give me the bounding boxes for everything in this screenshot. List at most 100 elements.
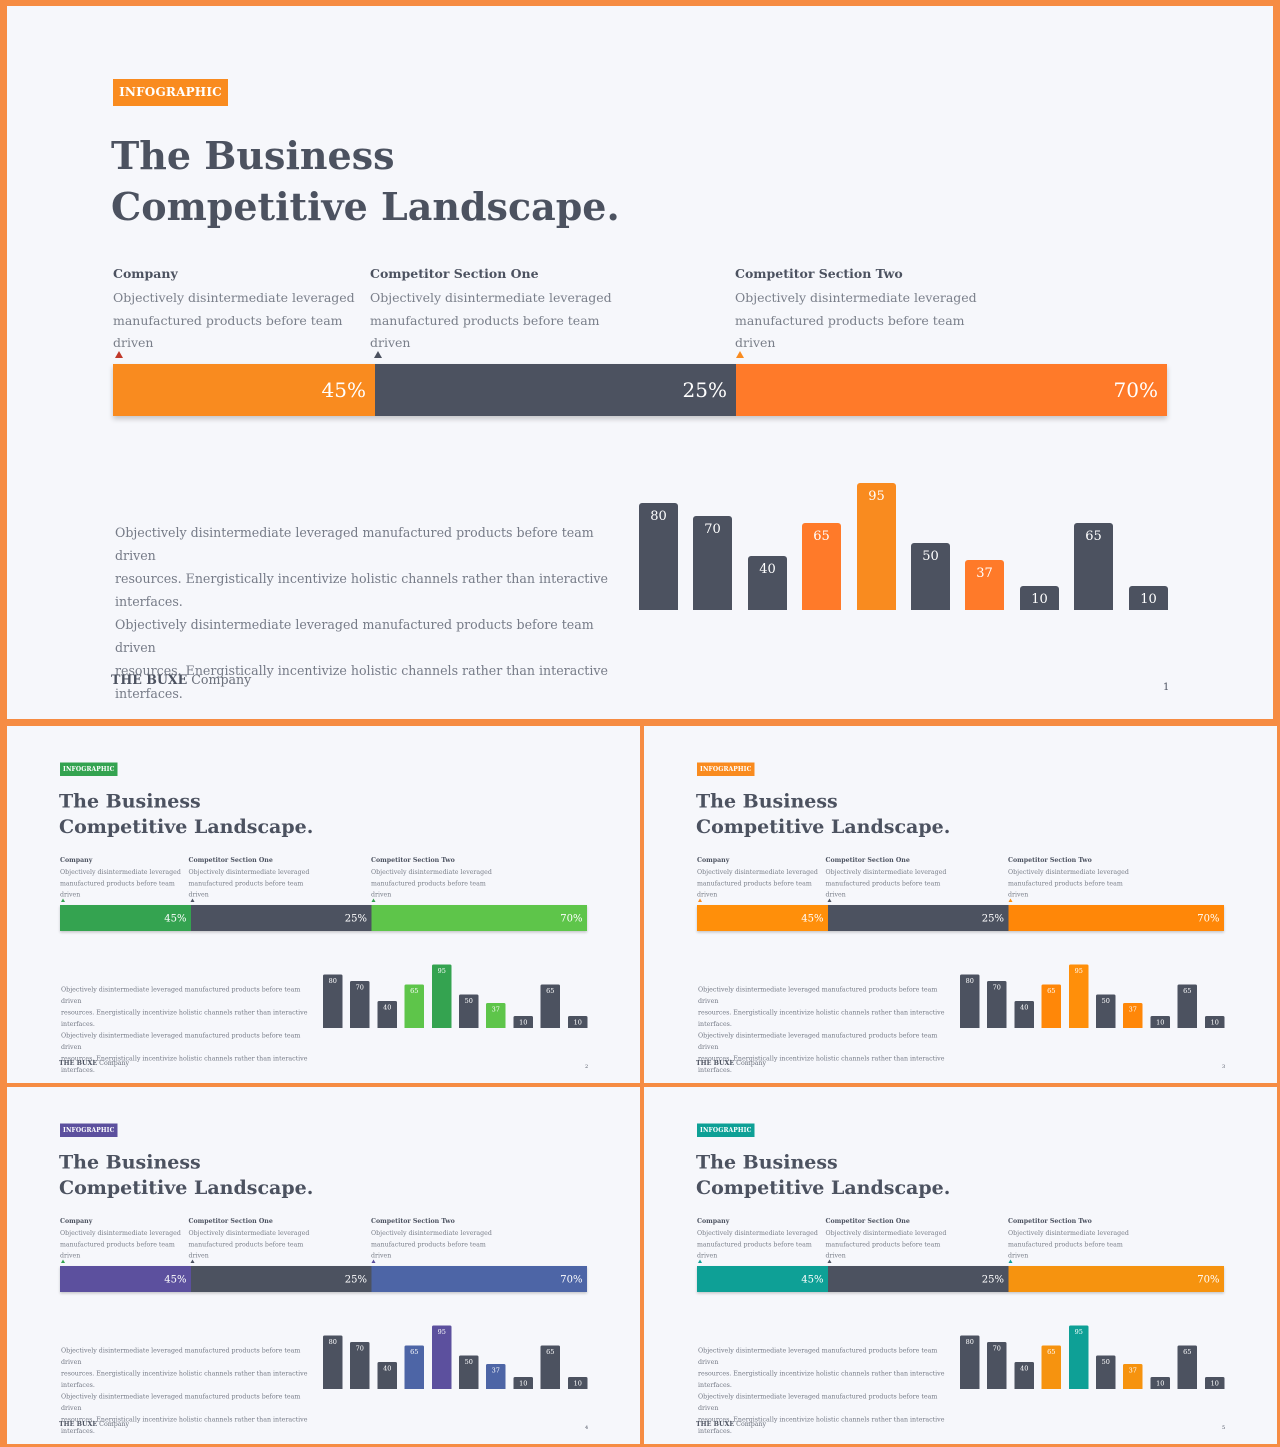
- chart-bar: 80: [323, 974, 343, 1028]
- chart-bar-label: 95: [437, 967, 446, 976]
- body-line: resources. Energistically incentivize ho…: [61, 1415, 308, 1435]
- bar-chart: 80 70 40 65 95 50 37 10 65 10: [323, 961, 588, 1028]
- progress-label: 45%: [164, 1273, 187, 1285]
- column-text: Objectively disintermediate leveraged ma…: [60, 867, 185, 901]
- column-text-line-2: manufactured products before team driven: [697, 1240, 812, 1259]
- progress-segment-2: 25%: [191, 905, 372, 931]
- body-paragraph: Objectively disintermediate leveraged ma…: [61, 1345, 311, 1437]
- chart-bar-label: 10: [573, 1019, 582, 1027]
- progress-bar: 45% 25% 70%: [60, 1266, 587, 1292]
- chart-bar: 10: [1150, 1016, 1170, 1028]
- chart-bar-label: 95: [868, 489, 885, 504]
- chart-bar: 37: [1123, 1364, 1143, 1389]
- progress-segment-2: 25%: [191, 1266, 372, 1292]
- progress-label: 45%: [801, 1273, 824, 1285]
- chart-bar-label: 40: [383, 1004, 392, 1012]
- column-heading: Competitor Section One: [188, 1217, 273, 1225]
- footer-brand: THE BUXE Company: [111, 672, 251, 687]
- chart-bar: 10: [1020, 586, 1059, 610]
- chart-bar: 65: [1177, 984, 1197, 1028]
- column-3: Competitor Section Two Objectively disin…: [1008, 1217, 1133, 1261]
- column-text-line-1: Objectively disintermediate leveraged: [188, 868, 310, 876]
- column-heading: Competitor Section One: [825, 1217, 910, 1225]
- column-text-line-2: manufactured products before team driven: [370, 312, 600, 351]
- column-text: Objectively disintermediate leveraged ma…: [371, 867, 496, 901]
- title-line-1: The Business: [59, 789, 201, 813]
- body-paragraph: Objectively disintermediate leveraged ma…: [698, 984, 948, 1076]
- chart-bar: 40: [1014, 1362, 1034, 1389]
- slide-1[interactable]: INFOGRAPHIC The Business Competitive Lan…: [7, 6, 1273, 719]
- column-3: Competitor Section Two Objectively disin…: [735, 266, 985, 355]
- marker-triangle-icon: [374, 351, 382, 358]
- chart-bar: 37: [1123, 1003, 1143, 1028]
- chart-bar-label: 70: [992, 1345, 1001, 1353]
- slide-2[interactable]: INFOGRAPHIC The Business Competitive Lan…: [7, 726, 640, 1083]
- chart-bar: 70: [350, 981, 370, 1028]
- progress-bar: 45% 25% 70%: [113, 364, 1167, 416]
- page-number: 2: [585, 1064, 589, 1070]
- column-heading: Company: [113, 266, 178, 281]
- column-text: Objectively disintermediate leveraged ma…: [189, 1228, 314, 1262]
- chart-bar-label: 65: [1085, 529, 1102, 544]
- marker-triangle-icon: [827, 1259, 832, 1263]
- chart-bar-label: 10: [519, 1019, 528, 1027]
- chart-bar-label: 65: [1047, 987, 1056, 996]
- progress-label: 25%: [344, 912, 367, 924]
- column-heading: Competitor Section One: [370, 266, 539, 281]
- column-text-line-2: manufactured products before team driven: [371, 1240, 486, 1259]
- marker-triangle-icon: [115, 351, 123, 358]
- title-line-2: Competitive Landscape.: [696, 1176, 951, 1199]
- chart-bar: 65: [1074, 523, 1113, 610]
- progress-segment-1: 45%: [697, 905, 828, 931]
- infographic-badge: INFOGRAPHIC: [113, 79, 228, 106]
- title-line-1: The Business: [111, 133, 395, 178]
- page-title: The Business Competitive Landscape.: [696, 788, 950, 839]
- chart-bar-label: 70: [355, 984, 364, 992]
- brand-name: THE BUXE: [59, 1420, 98, 1428]
- marker-triangle-icon: [61, 898, 65, 902]
- column-text-line-2: manufactured products before team driven: [113, 312, 343, 351]
- brand-suffix: Company: [736, 1420, 767, 1428]
- progress-segment-1: 45%: [113, 364, 375, 416]
- chart-bar: 50: [1096, 1355, 1116, 1389]
- chart-bar: 10: [1205, 1016, 1225, 1028]
- chart-bar: 40: [377, 1362, 397, 1389]
- column-text: Objectively disintermediate leveraged ma…: [189, 867, 314, 901]
- chart-bar-label: 65: [1047, 1348, 1056, 1357]
- column-text-line-2: manufactured products before team driven: [60, 1240, 175, 1259]
- chart-bar-label: 70: [704, 522, 721, 537]
- chart-bar-label: 70: [992, 984, 1001, 992]
- chart-bar: 65: [1041, 1345, 1061, 1389]
- column-text-line-1: Objectively disintermediate leveraged: [60, 1229, 181, 1237]
- column-heading: Competitor Section One: [825, 856, 910, 864]
- body-line: Objectively disintermediate leveraged ma…: [61, 1346, 301, 1366]
- column-text: Objectively disintermediate leveraged ma…: [1008, 867, 1133, 901]
- page-title: The Business Competitive Landscape.: [111, 130, 620, 232]
- slide-5[interactable]: INFOGRAPHIC The Business Competitive Lan…: [644, 1087, 1277, 1444]
- body-paragraph: Objectively disintermediate leveraged ma…: [698, 1345, 948, 1437]
- column-heading: Competitor Section One: [188, 856, 273, 864]
- progress-segment-3: 70%: [371, 1266, 587, 1292]
- column-text-line-2: manufactured products before team driven: [735, 312, 965, 351]
- column-text-line-1: Objectively disintermediate leveraged: [697, 868, 818, 876]
- slide-4[interactable]: INFOGRAPHIC The Business Competitive Lan…: [7, 1087, 640, 1444]
- bar-chart: 80 70 40 65 95 50 37 10 65 10: [323, 1322, 588, 1389]
- column-text-line-1: Objectively disintermediate leveraged: [371, 868, 492, 876]
- column-text-line-2: manufactured products before team driven: [371, 879, 486, 898]
- chart-bar: 65: [1041, 984, 1061, 1028]
- chart-bar-label: 40: [1020, 1004, 1029, 1012]
- chart-bar: 37: [486, 1364, 506, 1389]
- column-text: Objectively disintermediate leveraged ma…: [697, 1228, 822, 1262]
- chart-bar: 70: [350, 1342, 370, 1389]
- progress-label: 70%: [560, 912, 583, 924]
- chart-bar-label: 65: [546, 1348, 555, 1357]
- slide-3[interactable]: INFOGRAPHIC The Business Competitive Lan…: [644, 726, 1277, 1083]
- chart-bar: 10: [568, 1377, 588, 1389]
- marker-triangle-icon: [190, 898, 195, 902]
- chart-bar: 95: [857, 483, 896, 610]
- progress-segment-2: 25%: [828, 905, 1009, 931]
- bar-chart: 80 70 40 65 95 50 37 10 65 10: [639, 476, 1169, 610]
- marker-triangle-icon: [371, 898, 376, 902]
- marker-triangle-icon: [698, 1259, 702, 1263]
- chart-bar: 37: [965, 560, 1004, 610]
